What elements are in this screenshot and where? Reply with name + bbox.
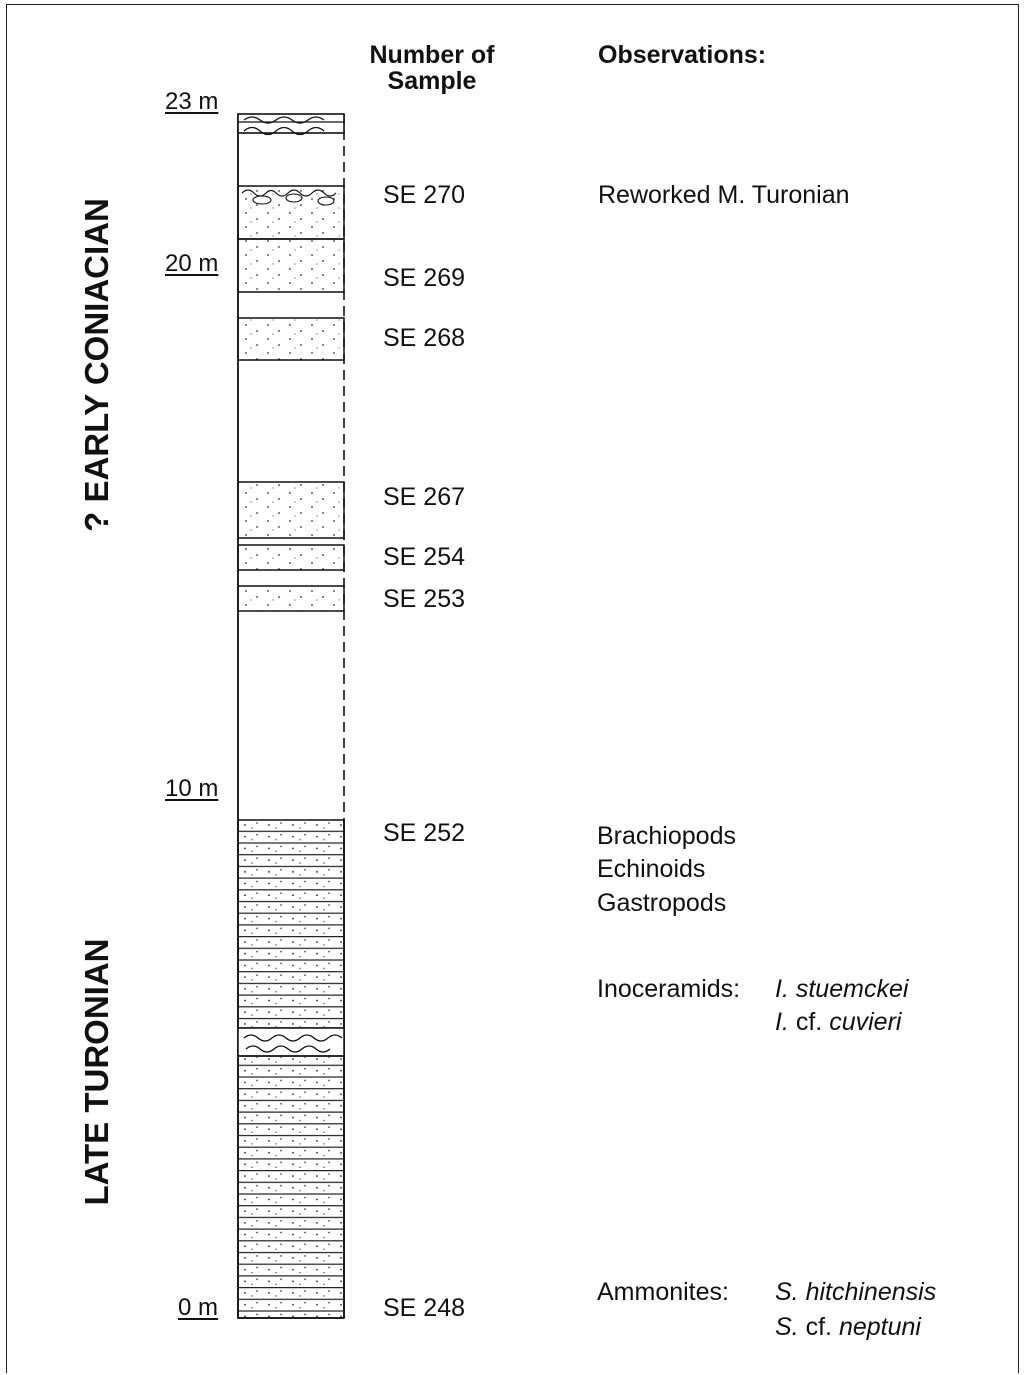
observation-reworked: Reworked M. Turonian (598, 181, 850, 209)
observation-inoceramids-label: Inoceramids: (597, 975, 741, 1003)
sample-se270: SE 270 (383, 181, 466, 209)
ammonite-species-2-name: neptuni (838, 1313, 921, 1341)
observation-echinoids: Echinoids (597, 855, 706, 883)
observation-gastropods: Gastropods (597, 889, 727, 917)
depth-label-23m: 23 m (165, 88, 219, 115)
observation-inoceramid-species-1: I. stuemckei (775, 975, 908, 1004)
depth-label-20m: 20 m (165, 250, 219, 277)
sample-se252: SE 252 (383, 819, 466, 847)
bed-se267 (237, 481, 345, 539)
observations-header: Observations: (598, 41, 767, 69)
bed-se253 (237, 585, 345, 612)
observation-inoceramid-species-2: I. cf. cuvieri (775, 1008, 901, 1037)
inoceramid-species-2-genus: I. (775, 1008, 789, 1036)
inoceramid-species-1-name: stuemckei (795, 975, 909, 1003)
sample-se254: SE 254 (383, 543, 466, 571)
inoceramid-species-2-cf: cf. (795, 1008, 823, 1036)
inoceramid-species-2-name: cuvieri (829, 1008, 902, 1036)
observation-ammonite-species-2: S. cf. neptuni (775, 1313, 921, 1342)
sample-header-line1: Number of (369, 41, 495, 69)
ammonite-species-2-cf: cf. (805, 1313, 832, 1341)
figure-frame (6, 4, 1019, 1373)
bed-se270 (237, 185, 345, 240)
observation-ammonite-species-1: S. hitchinensis (775, 1278, 936, 1307)
sample-se253: SE 253 (383, 585, 466, 613)
ammonite-species-2-genus: S. (775, 1313, 799, 1341)
bed-se254 (237, 544, 345, 571)
bed-se269 (237, 238, 345, 293)
sample-column-header: Number of Sample (352, 42, 512, 94)
inoceramid-species-1-genus: I. (775, 975, 789, 1003)
observation-ammonites-label: Ammonites: (597, 1278, 729, 1306)
observation-brachiopods: Brachiopods (597, 822, 736, 850)
bed-top-conglomerate (237, 113, 345, 136)
sample-se269: SE 269 (383, 264, 466, 292)
sample-se248: SE 248 (383, 1294, 466, 1322)
depth-label-0m: 0 m (178, 1294, 219, 1321)
ammonite-species-1-name: S. hitchinensis (775, 1278, 937, 1306)
sample-header-line2: Sample (387, 67, 477, 95)
bedded-succession-late-turonian (237, 819, 345, 1319)
sample-se267: SE 267 (383, 483, 466, 511)
depth-label-10m: 10 m (165, 775, 219, 802)
bed-se268 (237, 317, 345, 361)
sample-se268: SE 268 (383, 324, 466, 352)
